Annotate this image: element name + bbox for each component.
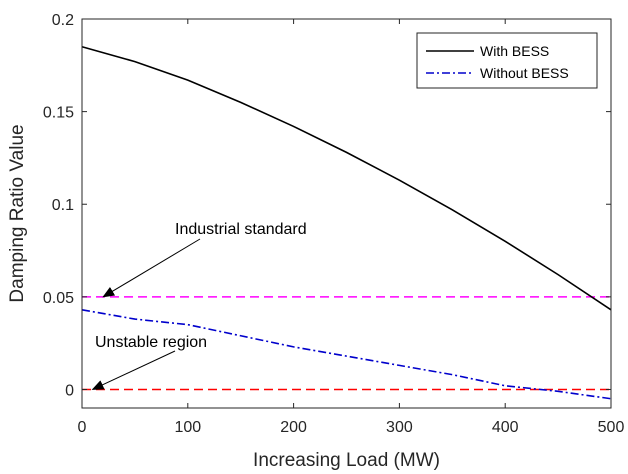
y-tick-label: 0.15 <box>43 105 74 122</box>
legend-box <box>416 32 598 89</box>
annotation-text-0: Industrial standard <box>175 221 307 238</box>
x-tick-label: 0 <box>78 419 87 436</box>
plot-frame <box>81 18 612 409</box>
series-line-with-bess <box>81 46 612 311</box>
x-tick-label: 100 <box>174 419 201 436</box>
x-axis-title: Increasing Load (MW) <box>253 450 440 471</box>
y-tick-label: 0.2 <box>52 12 74 29</box>
y-tick-label: 0.05 <box>43 290 74 307</box>
x-tick-label: 400 <box>492 419 519 436</box>
annotation-arrow-0 <box>102 238 201 298</box>
legend: With BESS Without BESS <box>416 32 598 89</box>
annotation-text-1: Unstable region <box>95 334 207 351</box>
y-axis-title: Damping Ratio Value <box>7 124 28 302</box>
annotation-arrow-1 <box>91 350 176 390</box>
x-tick-label: 300 <box>386 419 413 436</box>
x-tick-label: 200 <box>280 419 307 436</box>
legend-label-without-bess: Without BESS <box>480 65 569 81</box>
x-tick-label: 500 <box>598 419 625 436</box>
series-line-without-bess <box>81 309 612 400</box>
y-tick-label: 0 <box>65 382 74 399</box>
legend-label-with-bess: With BESS <box>480 43 549 59</box>
y-tick-label: 0.1 <box>52 197 74 214</box>
